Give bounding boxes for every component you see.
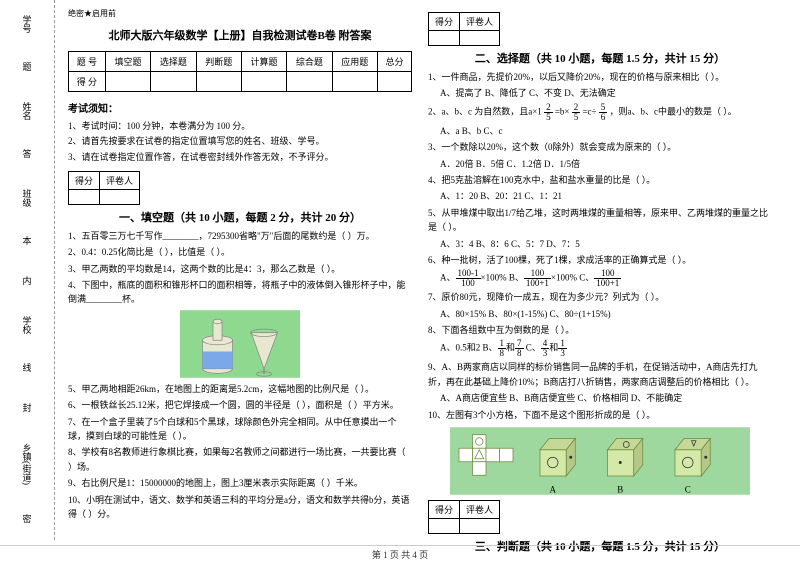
marker: 线 [21,363,34,374]
options: A、3：4 B、8：6 C、5：7 D、7：5 [440,237,772,251]
left-column: 绝密★启用前 北师大版六年级数学【上册】自我检测试卷B卷 附答案 题 号 填空题… [60,8,420,545]
grader-table: 得分评卷人 [428,500,500,534]
question: 6、一根铁丝长25.12米，把它焊接成一个圆，圆的半径是（ ），面积是（ ）平方… [68,398,412,412]
score-header-row: 题 号 填空题 选择题 判断题 计算题 综合题 应用题 总分 [69,52,412,72]
options: A．20倍 B．5倍 C．1.2倍 D．1/5倍 [440,157,772,171]
mini-th: 得分 [429,13,460,31]
options: A、a B、b C、c [440,124,772,138]
th: 综合题 [287,52,332,72]
svg-text:A: A [550,485,557,495]
question-list-2: 1、一件商品，先提价20%，以后又降价20%，现在的价格与原来相比（ ）。 A、… [428,70,772,422]
options: A、80×15% B、80×(1-15%) C、80÷(1+15%) [440,307,772,321]
th: 填空题 [105,52,150,72]
marker: 本 [21,236,34,247]
notice-title: 考试须知： [68,100,412,115]
score-table: 题 号 填空题 选择题 判断题 计算题 综合题 应用题 总分 得 分 [68,51,412,92]
th: 总分 [377,52,411,72]
marker: 内 [21,276,34,287]
mini-th: 得分 [429,501,460,519]
section-head: 得分评卷人 [428,12,772,46]
options: A、1：20 B、20：21 C、1：21 [440,189,772,203]
vertical-label-group: 学号 题 姓名 答 班级 本 内 学校 线 封 乡镇(街道) 密 [2,0,52,540]
td: 得 分 [69,72,106,92]
question: 9、右比例尺是1：15000000的地图上，图上3厘米表示实际距离（ ）千米。 [68,476,412,490]
binding-margin: 学号 题 姓名 答 班级 本 内 学校 线 封 乡镇(街道) 密 [0,0,55,540]
svg-text:B: B [617,485,623,495]
question: 7、在一个盒子里装了5个白球和5个黑球，球除颜色外完全相同。从中任意摸出一个球，… [68,415,412,444]
question: 2、0.4：0.25化简比是（ ），比值是（ ）。 [68,245,412,259]
options: A、100-1100×100% B、100100+1×100% C、100100… [440,269,772,288]
right-column: 得分评卷人 二、选择题（共 10 小题，每题 1.5 分，共计 15 分） 1、… [420,8,780,545]
section1-title: 一、填空题（共 10 小题，每题 2 分，共计 20 分） [68,209,412,225]
section2-title: 二、选择题（共 10 小题，每题 1.5 分，共计 15 分） [428,50,772,66]
question: 4、把5克盐溶解在100克水中，盐和盐水重量的比是（ ）。 [428,173,772,187]
th: 应用题 [332,52,377,72]
marker: 封 [21,403,34,414]
question: 8、下面各组数中互为倒数的是（ ）。 [428,323,772,337]
cube-figure: A B C [450,426,750,496]
page-content: 绝密★启用前 北师大版六年级数学【上册】自我检测试卷B卷 附答案 题 号 填空题… [0,0,800,545]
label-class: 班级 [21,189,34,207]
score-value-row: 得 分 [69,72,412,92]
label-town: 乡镇(街道) [21,443,34,485]
question: 5、从甲堆煤中取出1/7给乙堆，这时两堆煤的重量相等，原来甲、乙两堆煤的重量之比… [428,206,772,235]
notice-list: 1、考试时间：100 分钟，本卷满分为 100 分。 2、请首先按要求在试卷的指… [68,119,412,165]
grader-table: 得分评卷人 [428,12,500,46]
section-head: 得分评卷人 [428,500,772,534]
marker: 题 [21,62,34,73]
grader-table: 得分评卷人 [68,171,140,205]
confidential-header: 绝密★启用前 [68,8,412,19]
label-id: 学号 [21,15,34,33]
options: A、A商店便宜些 B、B商店便宜些 C、价格相同 D、不能确定 [440,391,772,405]
td [105,72,150,92]
question: 4、下图中，瓶底的面积和锥形杯口的面积相等，将瓶子中的液体倒入锥形杯子中，能倒满… [68,278,412,307]
mini-th: 评卷人 [460,501,500,519]
label-school: 学校 [21,316,34,334]
question: 9、A、B两家商店以同样的标价销售同一品牌的手机，在促销活动中，A商店先打九折，… [428,360,772,389]
mini-th: 评卷人 [100,171,140,189]
notice-item: 3、请在试卷指定位置作答，在试卷密封线外作答无效，不予评分。 [68,150,412,165]
question: 10、小明在测试中，语文、数学和英语三科的平均分是a分，语文和数学共得b分，英语… [68,493,412,522]
question-list-1b: 5、甲乙两地相距26km，在地图上的距离是5.2cm，这幅地图的比例尺是（ ）。… [68,382,412,522]
question: 3、一个数除以20%，这个数（0除外）就会变成为原来的（ ）。 [428,140,772,154]
th: 题 号 [69,52,106,72]
th: 选择题 [151,52,196,72]
options: A、提高了 B、降低了 C、不变 D、无法确定 [440,86,772,100]
notice-item: 2、请首先按要求在试卷的指定位置填写您的姓名、班级、学号。 [68,134,412,149]
mini-th: 评卷人 [460,13,500,31]
marker: 密 [21,514,34,525]
section-head: 得分评卷人 [68,171,412,205]
bottle-figure [68,309,412,382]
question-list-1a: 1、五百零三万七千写作________，7295300省略"万"后面的尾数约是（… [68,229,412,307]
svg-text:C: C [685,485,691,495]
marker: 答 [21,149,34,160]
paper-title: 北师大版六年级数学【上册】自我检测试卷B卷 附答案 [68,27,412,43]
question: 7、原价80元，现降价一成五，现在为多少元？列式为（ ）。 [428,290,772,304]
question: 2、a、b、c 为自然数，且a×1 25 =b× 25 =c÷ 56 ，则a、b… [428,103,772,122]
bottle-svg [180,309,300,379]
th: 判断题 [196,52,241,72]
label-name: 姓名 [21,102,34,120]
question: 6、种一批树，活了100棵，死了1棵，求成活率的正确算式是（ ）。 [428,253,772,267]
question: 1、一件商品，先提价20%，以后又降价20%，现在的价格与原来相比（ ）。 [428,70,772,84]
options: A、0.5和2 B、18和78 C、43和13 [440,339,772,358]
mini-th: 得分 [69,171,100,189]
question: 10、左图有3个小方格，下面不是这个图形折成的是（ ）。 [428,408,772,422]
question: 8、学校有8名教师进行象棋比赛，如果每2名教师之间都进行一场比赛，一共要比赛（ … [68,445,412,474]
page-footer: 第 1 页 共 4 页 [0,545,800,561]
notice-item: 1、考试时间：100 分钟，本卷满分为 100 分。 [68,119,412,134]
question: 5、甲乙两地相距26km，在地图上的距离是5.2cm，这幅地图的比例尺是（ ）。 [68,382,412,396]
question: 1、五百零三万七千写作________，7295300省略"万"后面的尾数约是（… [68,229,412,243]
question: 3、甲乙两数的平均数是14，这两个数的比是4：3，那么乙数是（ ）。 [68,262,412,276]
th: 计算题 [241,52,286,72]
